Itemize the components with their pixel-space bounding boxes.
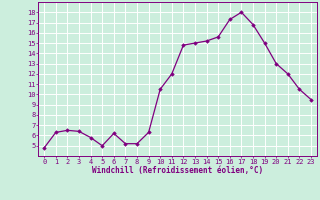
X-axis label: Windchill (Refroidissement éolien,°C): Windchill (Refroidissement éolien,°C) [92,166,263,175]
